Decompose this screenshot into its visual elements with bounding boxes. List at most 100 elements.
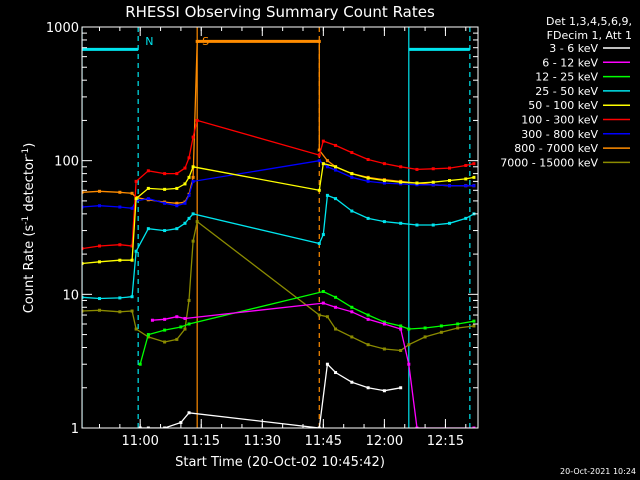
series-5-point-21 [448,166,452,170]
series-4-point-15 [366,176,370,180]
series-6-point-7 [175,204,179,208]
series-3-point-9 [187,216,191,220]
series-7-point-1 [98,189,102,193]
chart-title: RHESSI Observing Summary Count Rates [125,3,435,21]
series-8-point-22 [456,326,460,330]
series-7-point-2 [118,190,122,194]
series-5-point-15 [350,151,354,155]
series-5-point-11 [195,118,199,122]
series-5-point-8 [183,166,187,170]
series-3-point-2 [118,296,122,300]
series-3-point-22 [464,216,468,220]
y-axis-label-main: Count Rate (s [22,225,37,314]
series-1-point-3 [183,316,187,320]
series-0-point-3 [179,420,183,424]
series-6-point-19 [431,183,435,187]
series-0-point-1 [146,426,150,428]
legend-header-line-1: Det 1,3,4,5,6,9, [546,15,632,28]
series-6-point-15 [366,179,370,183]
legend-label-3: 25 - 50 keV [535,85,598,98]
series-3-point-7 [175,227,179,231]
series-3-point-14 [334,197,338,201]
series-3-point-6 [163,229,167,233]
series-0-point-5 [317,426,321,428]
series-7-point-7 [175,201,179,205]
series-2-point-11 [407,327,411,331]
series-7-point-13 [317,148,321,152]
series-4-point-13 [334,165,338,169]
series-6-point-8 [183,201,187,205]
series-3-point-0 [82,295,84,299]
series-0-point-7 [334,371,338,375]
series-8-point-7 [175,337,179,341]
series-6-point-6 [163,201,167,205]
series-2-point-2 [163,328,167,332]
series-4-point-4 [134,197,138,201]
series-8-point-11 [195,220,199,224]
series-2-point-13 [439,324,443,328]
series-8-point-10 [191,239,195,243]
legend-label-5: 100 - 300 keV [521,114,598,127]
legend-label-1: 6 - 12 keV [542,56,598,69]
x-tick-label-3: 11:45 [305,434,342,449]
series-8-point-23 [472,324,476,328]
series-8-point-19 [407,343,411,347]
series-5-point-0 [82,247,84,251]
series-3-point-15 [350,209,354,213]
series-3-point-21 [448,221,452,225]
series-7-point-14 [325,159,329,163]
series-3-point-18 [399,221,403,225]
series-5-point-2 [118,243,122,247]
series-5-point-6 [163,172,167,176]
y-tick-label-2: 100 [54,155,79,170]
series-4-point-9 [187,175,191,179]
series-6-point-14 [350,175,354,179]
series-6-point-0 [82,205,84,209]
series-8-point-13 [325,315,329,319]
series-3-point-12 [321,233,325,237]
x-axis-label: Start Time (20-Oct-02 10:45:42) [175,455,385,470]
series-4-point-10 [191,165,195,169]
series-3-point-8 [183,221,187,225]
annotation-0: N [145,35,153,48]
legend-label-4: 50 - 100 keV [528,99,598,112]
series-8-point-14 [334,327,338,331]
series-4-point-8 [183,182,187,186]
legend-label-7: 800 - 7000 keV [514,142,598,155]
series-4-point-3 [130,258,134,262]
series-8-point-3 [130,309,134,313]
plot-content [82,27,476,428]
series-line-0 [140,362,401,428]
series-0-point-2 [163,426,167,428]
series-5-point-17 [382,162,386,166]
series-line-5 [82,119,475,250]
series-1-point-0 [150,318,154,322]
series-6-point-9 [187,193,191,197]
series-5-point-10 [191,135,195,139]
series-5-point-12 [317,153,321,157]
series-5-point-9 [187,156,191,160]
series-4-point-14 [350,172,354,176]
series-4-point-22 [472,175,476,179]
series-8-point-9 [187,298,191,302]
series-3-point-4 [134,249,138,253]
series-4-point-7 [175,186,179,190]
series-2-point-14 [456,322,460,326]
series-3-point-10 [191,212,195,216]
series-8-point-16 [366,343,370,347]
legend-label-8: 7000 - 15000 keV [500,156,598,169]
series-5-point-19 [415,167,419,171]
series-line-8 [82,220,474,352]
footer-date: 20-Oct-2021 10:24 [560,467,636,476]
series-8-point-2 [118,310,122,314]
series-8-point-18 [399,349,403,353]
series-4-point-6 [163,187,167,191]
series-1-point-4 [321,301,325,305]
series-5-point-5 [146,169,150,173]
y-tick-label-1: 10 [62,288,79,303]
series-4-point-1 [98,260,102,264]
series-5-point-1 [98,244,102,248]
axes: 1 10 100 1000 11:00 11:15 11:30 11:45 12:00 12:15 [46,21,479,449]
series-4-point-0 [82,262,84,266]
